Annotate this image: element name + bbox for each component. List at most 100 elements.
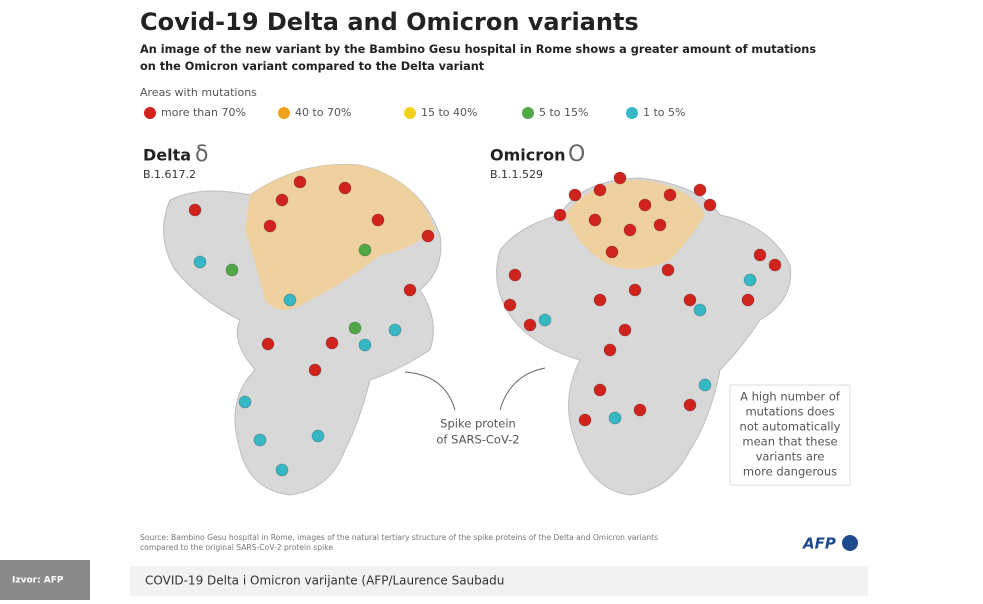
mutation-dots — [188, 171, 782, 477]
mutation-dot — [638, 198, 652, 212]
badge-text: Izvor: AFP — [12, 576, 64, 586]
legend-label: 40 to 70% — [295, 106, 351, 119]
side-note-line: more dangerous — [743, 465, 837, 479]
mutation-dot — [508, 268, 522, 282]
variant-symbol: O — [568, 142, 585, 167]
arrow — [404, 371, 456, 411]
mutation-dot — [741, 293, 755, 307]
mutation-dot — [253, 433, 267, 447]
mutation-dot — [308, 363, 322, 377]
mutation-dot — [578, 413, 592, 427]
mutation-dot — [283, 293, 297, 307]
mutation-dot — [275, 463, 289, 477]
side-note-line: not automatically — [740, 420, 841, 434]
mutation-dot — [311, 429, 325, 443]
mutation-dot — [608, 411, 622, 425]
mutation-dot — [593, 183, 607, 197]
mutation-dot — [193, 255, 207, 269]
legend-label: 15 to 40% — [421, 106, 477, 119]
mutation-dot — [568, 188, 582, 202]
mutation-dot — [605, 245, 619, 259]
mutation-dot — [618, 323, 632, 337]
logo-dot — [842, 535, 858, 551]
legend-title: Areas with mutations — [140, 86, 257, 99]
arrow — [499, 367, 546, 411]
variant-lineage: B.1.617.2 — [143, 168, 196, 181]
mutation-dot — [623, 223, 637, 237]
mutation-dot — [613, 171, 627, 185]
side-note-line: mutations does — [745, 405, 834, 419]
mutation-dot — [538, 313, 552, 327]
mutation-dot — [593, 383, 607, 397]
caption-bar — [130, 566, 868, 596]
mutation-dot — [588, 213, 602, 227]
mutation-dot — [421, 229, 435, 243]
legend-label: 5 to 15% — [539, 106, 588, 119]
caption: COVID-19 Delta i Omicron varijante (AFP/… — [145, 574, 504, 588]
mutation-dot — [403, 283, 417, 297]
mutation-dot — [338, 181, 352, 195]
variant-lineage: B.1.1.529 — [490, 168, 543, 181]
mutation-dot — [603, 343, 617, 357]
center-note: of SARS-CoV-2 — [436, 433, 519, 447]
side-note-line: variants are — [756, 450, 825, 464]
mutation-dot — [263, 219, 277, 233]
mutation-dot — [698, 378, 712, 392]
side-note-line: A high number of — [740, 390, 841, 404]
source: compared to the original SARS-CoV-2 prot… — [140, 543, 333, 552]
mutation-dot — [188, 203, 202, 217]
mutation-dot — [753, 248, 767, 262]
mutation-dot — [275, 193, 289, 207]
legend-swatch — [278, 107, 290, 119]
mutation-dot — [743, 273, 757, 287]
mutation-dot — [358, 338, 372, 352]
mutation-dot — [388, 323, 402, 337]
mutation-dot — [348, 321, 362, 335]
mutation-dot — [693, 183, 707, 197]
mutation-dot — [238, 395, 252, 409]
mutation-dot — [523, 318, 537, 332]
source: Source: Bambino Gesu hospital in Rome, i… — [140, 533, 658, 542]
legend-label: more than 70% — [161, 106, 246, 119]
mutation-dot — [661, 263, 675, 277]
mutation-dot — [593, 293, 607, 307]
subtitle: An image of the new variant by the Bambi… — [140, 43, 816, 56]
logo: AFP — [802, 535, 836, 553]
legend-label: 1 to 5% — [643, 106, 686, 119]
legend: more than 70% 40 to 70% 15 to 40% 5 to 15% 1… — [144, 106, 686, 119]
side-note-box — [729, 384, 851, 486]
mutation-dot — [628, 283, 642, 297]
mutation-dot — [633, 403, 647, 417]
side-note-line: mean that these — [742, 435, 837, 449]
mutation-dot — [703, 198, 717, 212]
subtitle: on the Omicron variant compared to the D… — [140, 60, 485, 73]
mutation-dot — [225, 263, 239, 277]
mutation-dot — [503, 298, 517, 312]
legend-swatch — [522, 107, 534, 119]
badge — [0, 560, 90, 600]
mutation-dot — [663, 188, 677, 202]
center-note: Spike protein — [440, 417, 516, 431]
mutation-dot — [768, 258, 782, 272]
legend-swatch — [144, 107, 156, 119]
mutation-dot — [358, 243, 372, 257]
mutation-dot — [553, 208, 567, 222]
mutation-dot — [293, 175, 307, 189]
mutation-dot — [371, 213, 385, 227]
legend-swatch — [626, 107, 638, 119]
mutation-dot — [653, 218, 667, 232]
variant-symbol: δ — [195, 142, 208, 167]
omicron-protein — [496, 177, 792, 496]
mutation-dot — [261, 337, 275, 351]
title: Covid-19 Delta and Omicron variants — [140, 8, 639, 36]
mutation-dot — [683, 398, 697, 412]
variant-name: Omicron — [490, 146, 566, 165]
legend-swatch — [404, 107, 416, 119]
variant-name: Delta — [143, 146, 191, 165]
mutation-dot — [693, 303, 707, 317]
mutation-dot — [325, 336, 339, 350]
delta-protein — [163, 163, 442, 496]
mutation-dot — [683, 293, 697, 307]
